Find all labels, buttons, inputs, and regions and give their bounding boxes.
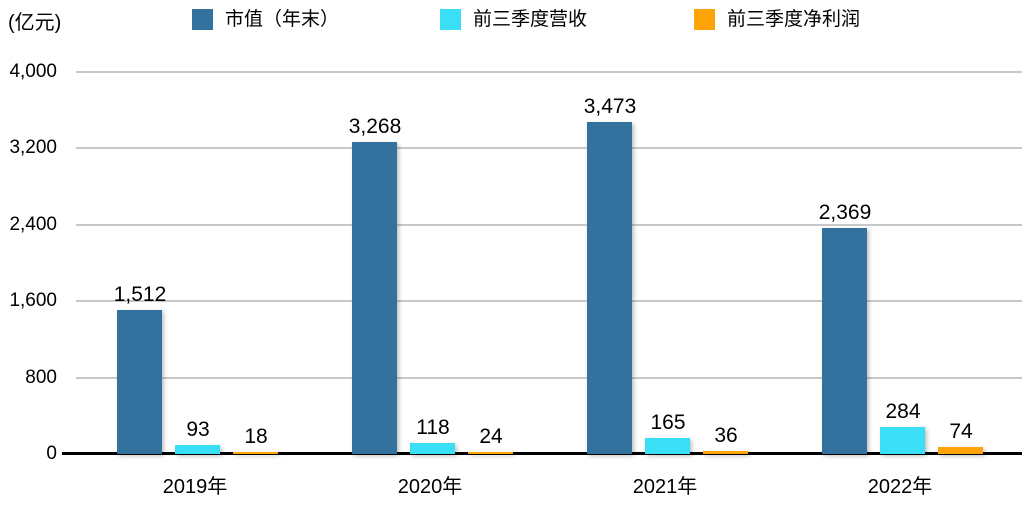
bar-value-label: 118 <box>416 416 450 439</box>
gridline <box>76 71 1022 73</box>
bar-series2-group3 <box>645 438 690 454</box>
legend-item-series1: 市值（年末） <box>192 8 339 30</box>
y-axis-tick-label: 1,600 <box>9 290 57 312</box>
legend-label: 市值（年末） <box>225 8 340 30</box>
gridline <box>76 376 1022 379</box>
y-axis-tick-label: 2,400 <box>9 213 57 235</box>
bar-value-label: 3,473 <box>583 95 637 118</box>
legend-label: 前三季度净利润 <box>727 8 861 30</box>
bar-value-label: 93 <box>186 418 210 441</box>
bar-series1-group2 <box>352 142 397 454</box>
y-axis-tick-label: 0 <box>46 443 57 464</box>
bar-value-label: 3,268 <box>348 115 402 138</box>
bar-series2-group4 <box>880 427 925 454</box>
bar-value-label: 24 <box>479 425 503 448</box>
legend-swatch-icon <box>192 8 213 30</box>
gridline <box>76 300 1022 303</box>
x-axis-label: 2020年 <box>397 476 463 498</box>
bar-series3-group1 <box>233 452 278 454</box>
y-axis-unit-label: (亿元) <box>8 12 62 34</box>
x-axis-baseline <box>62 452 1022 455</box>
gridline <box>76 223 1022 226</box>
x-axis-label: 2019年 <box>162 476 228 498</box>
legend-item-series3: 前三季度净利润 <box>694 8 860 30</box>
gridline <box>76 147 1022 150</box>
bar-series3-group4 <box>938 447 983 454</box>
bar-value-label: 36 <box>714 424 738 447</box>
bar-series2-group1 <box>175 445 220 454</box>
y-axis-tick-label: 3,200 <box>9 137 57 159</box>
legend-swatch-icon <box>440 8 461 30</box>
bar-series2-group2 <box>410 443 455 454</box>
bar-value-label: 74 <box>949 420 973 443</box>
legend-label: 前三季度营收 <box>473 8 588 30</box>
legend-item-series2: 前三季度营收 <box>440 8 587 30</box>
bar-series3-group3 <box>703 451 748 454</box>
x-axis-label: 2022年 <box>867 476 933 498</box>
bar-value-label: 2,369 <box>818 201 872 224</box>
bar-value-label: 284 <box>885 400 921 423</box>
bar-series1-group4 <box>822 228 867 454</box>
bar-series1-group3 <box>587 122 632 454</box>
bar-series1-group1 <box>117 310 162 454</box>
x-axis-label: 2021年 <box>632 476 698 498</box>
bar-value-label: 1,512 <box>113 283 167 306</box>
legend-swatch-icon <box>694 8 715 30</box>
y-axis-tick-label: 4,000 <box>9 61 57 82</box>
bar-series3-group2 <box>468 452 513 454</box>
y-axis-tick-label: 800 <box>25 366 57 388</box>
bar-value-label: 165 <box>650 411 686 434</box>
bar-value-label: 18 <box>244 425 268 448</box>
